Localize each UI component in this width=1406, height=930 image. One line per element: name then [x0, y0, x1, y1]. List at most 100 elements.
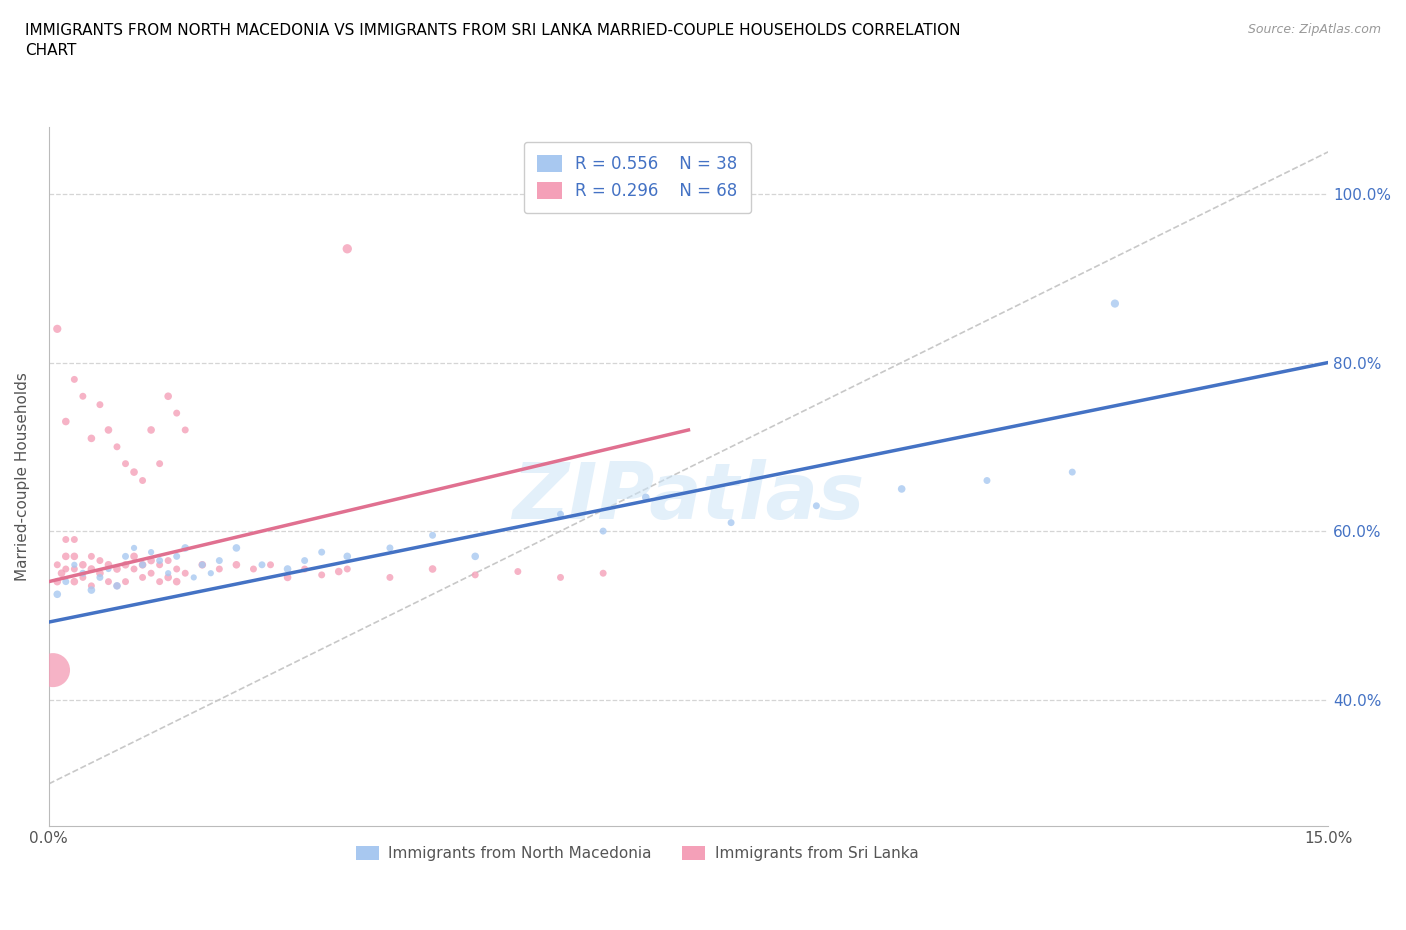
Point — [72, 565, 94, 580]
Point — [250, 557, 273, 572]
Point — [976, 473, 998, 488]
Point — [1062, 465, 1084, 480]
Point — [97, 562, 120, 577]
Point — [72, 570, 94, 585]
Point — [191, 557, 214, 572]
Point — [131, 557, 153, 572]
Point — [242, 562, 264, 577]
Point — [97, 574, 120, 589]
Point — [122, 562, 145, 577]
Point — [89, 553, 111, 568]
Point — [139, 422, 162, 437]
Legend: Immigrants from North Macedonia, Immigrants from Sri Lanka: Immigrants from North Macedonia, Immigra… — [350, 840, 924, 868]
Point — [89, 397, 111, 412]
Point — [55, 574, 77, 589]
Point — [72, 389, 94, 404]
Point — [63, 532, 86, 547]
Point — [336, 562, 359, 577]
Point — [336, 549, 359, 564]
Point — [63, 557, 86, 572]
Point — [122, 549, 145, 564]
Point — [166, 562, 188, 577]
Point — [720, 515, 742, 530]
Text: IMMIGRANTS FROM NORTH MACEDONIA VS IMMIGRANTS FROM SRI LANKA MARRIED-COUPLE HOUS: IMMIGRANTS FROM NORTH MACEDONIA VS IMMIG… — [25, 23, 960, 58]
Point — [149, 557, 172, 572]
Text: Source: ZipAtlas.com: Source: ZipAtlas.com — [1247, 23, 1381, 36]
Point — [42, 663, 65, 678]
Point — [200, 565, 222, 580]
Point — [259, 557, 281, 572]
Point — [149, 457, 172, 472]
Point — [464, 549, 486, 564]
Point — [46, 322, 69, 337]
Point — [550, 507, 572, 522]
Point — [80, 578, 103, 593]
Point — [157, 570, 180, 585]
Point — [336, 242, 359, 257]
Point — [294, 562, 316, 577]
Point — [378, 540, 401, 555]
Point — [122, 540, 145, 555]
Point — [191, 557, 214, 572]
Point — [506, 565, 529, 579]
Point — [806, 498, 828, 513]
Point — [174, 565, 197, 580]
Point — [592, 565, 614, 580]
Point — [139, 565, 162, 580]
Point — [80, 562, 103, 577]
Point — [634, 490, 657, 505]
Point — [294, 553, 316, 568]
Point — [311, 567, 333, 582]
Point — [166, 549, 188, 564]
Text: ZIPatlas: ZIPatlas — [512, 459, 865, 536]
Point — [51, 565, 73, 580]
Point — [114, 549, 136, 564]
Point — [166, 405, 188, 420]
Point — [550, 570, 572, 585]
Point — [464, 567, 486, 582]
Point — [131, 570, 153, 585]
Point — [131, 473, 153, 488]
Point — [157, 565, 180, 580]
Point — [63, 372, 86, 387]
Point — [89, 565, 111, 580]
Point — [378, 570, 401, 585]
Point — [114, 557, 136, 572]
Y-axis label: Married-couple Households: Married-couple Households — [15, 372, 30, 580]
Point — [46, 557, 69, 572]
Point — [149, 574, 172, 589]
Point — [63, 562, 86, 577]
Point — [157, 553, 180, 568]
Point — [63, 549, 86, 564]
Point — [55, 562, 77, 577]
Point — [46, 574, 69, 589]
Point — [89, 570, 111, 585]
Point — [55, 414, 77, 429]
Point — [80, 549, 103, 564]
Point — [139, 553, 162, 568]
Point — [183, 570, 205, 585]
Point — [122, 465, 145, 480]
Point — [105, 578, 128, 593]
Point — [225, 557, 247, 572]
Point — [105, 578, 128, 593]
Point — [72, 557, 94, 572]
Point — [131, 557, 153, 572]
Point — [166, 574, 188, 589]
Point — [63, 574, 86, 589]
Point — [55, 532, 77, 547]
Point — [277, 562, 299, 577]
Point — [80, 431, 103, 445]
Point — [592, 524, 614, 538]
Point — [890, 482, 912, 497]
Point — [114, 457, 136, 472]
Point — [1104, 296, 1126, 311]
Point — [55, 549, 77, 564]
Point — [97, 557, 120, 572]
Point — [46, 587, 69, 602]
Point — [422, 528, 444, 543]
Point — [105, 439, 128, 454]
Point — [174, 422, 197, 437]
Point — [139, 545, 162, 560]
Point — [114, 574, 136, 589]
